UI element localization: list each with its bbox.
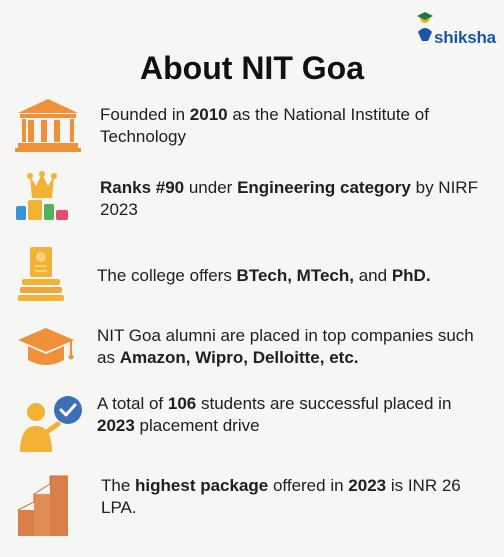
fact-text: The college offers BTech, MTech, and PhD… [97,266,431,285]
shiksha-logo[interactable]: shiksha [414,10,498,47]
institution-building-icon [15,99,81,152]
certificate-books-icon [18,247,64,301]
placed-student-check-icon [20,396,82,452]
fact-text: NIT Goa alumni are placed in top compani… [97,326,474,367]
fact-text: The highest package offered in 2023 is I… [101,476,461,517]
brand-name: shiksha [434,28,496,47]
ranking-crown-icon [16,171,68,220]
fact-text: Ranks #90 under Engineering category by … [100,178,478,219]
fact-text: Founded in 2010 as the National Institut… [100,105,429,146]
page-title: About NIT Goa [140,50,364,86]
growth-bars-icon [17,475,68,536]
fact-text: A total of 106 students are successful p… [97,394,452,435]
shiksha-logo-icon [417,12,433,41]
graduation-cap-icon [18,328,74,365]
